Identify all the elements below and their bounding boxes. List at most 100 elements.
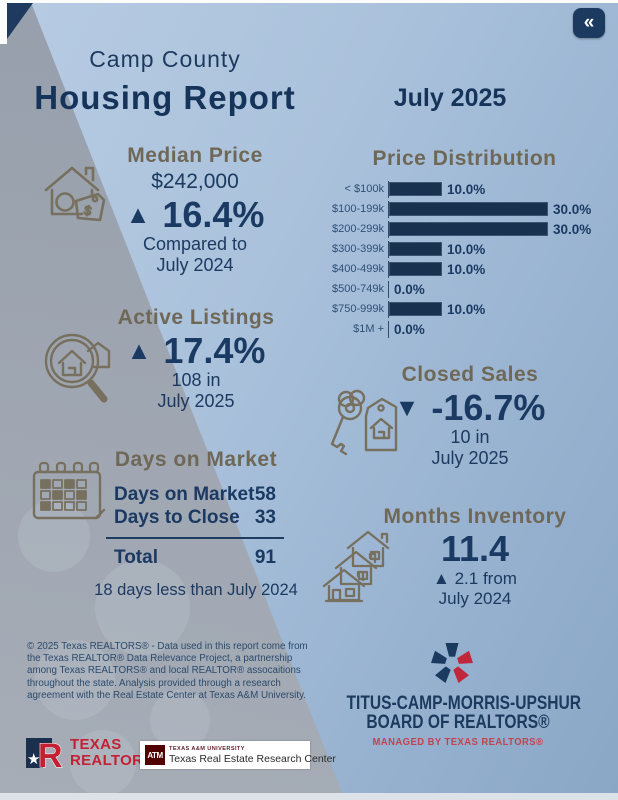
page-edge-top [0, 0, 618, 3]
median-price-compare-1: Compared to [142, 233, 248, 254]
decor-bubble [35, 640, 115, 720]
chart-value-label: 0.0% [394, 321, 425, 337]
chart-row: $1M + 0.0% [322, 319, 607, 339]
price-distribution-title: Price Distribution [372, 147, 557, 170]
median-price-compare-2: July 2024 [156, 255, 234, 276]
chart-bar [389, 262, 442, 276]
chart-value-label: 10.0% [447, 241, 486, 257]
chart-category-label: < $100k [344, 183, 384, 195]
active-listings-change-pct: 17.4% [163, 330, 266, 371]
months-inventory-change-2: July 2024 [438, 588, 512, 608]
page-edge-corner [0, 0, 7, 44]
am-university-line: TEXAS A&M UNIVERSITY [169, 745, 245, 752]
collapse-panel-button[interactable]: « [573, 8, 605, 38]
median-price-value: $242,000 [151, 170, 239, 193]
days-comparison-note: 18 days less than July 2024 [94, 581, 298, 600]
texas-am-mark-icon: ATM [145, 745, 165, 765]
decor-bubble [95, 560, 190, 655]
chart-category-label: $750-999k [332, 303, 384, 315]
total-value: 91 [254, 546, 276, 568]
price-distribution-rows: < $100k 10.0% $100-199k 30.0% $200-299k … [322, 179, 607, 339]
chart-row: $500-749k 0.0% [322, 279, 607, 299]
house-price-tag-icon: $ [44, 166, 106, 222]
chart-row: $200-299k 30.0% [322, 219, 607, 239]
chart-value-label: 30.0% [553, 201, 592, 217]
months-inventory-section: Months Inventory 11.4 ▲ 2.1 from July 20… [365, 505, 585, 609]
houses-inventory-icon [322, 530, 390, 603]
median-price-change: ▲ 16.4% [95, 196, 295, 234]
chart-bar [389, 222, 548, 236]
chart-row: < $100k 10.0% [322, 179, 607, 199]
price-distribution-chart: Price Distribution < $100k 10.0% $100-19… [322, 147, 607, 339]
chart-axis [388, 320, 389, 338]
report-period: July 2025 [393, 84, 507, 112]
chart-category-label: $500-749k [332, 283, 384, 295]
chart-value-label: 10.0% [447, 301, 486, 317]
svg-text:★: ★ [27, 751, 40, 768]
chart-axis [388, 280, 389, 298]
table-divider [106, 536, 284, 539]
tcmu-board-logo: TITUS-CAMP-MORRIS-UPSHUR BOARD OF REALTO… [322, 694, 594, 748]
chart-value-label: 30.0% [553, 221, 592, 237]
up-arrow-icon: ▲ [126, 337, 152, 365]
tcmu-star-icon [431, 643, 473, 683]
chart-value-label: 10.0% [447, 181, 486, 197]
table-total-row: Total 91 [114, 547, 276, 570]
chart-row: $400-499k 10.0% [322, 259, 607, 279]
months-inventory-title: Months Inventory [383, 505, 567, 528]
texas-realtors-line1: TEXAS [70, 736, 122, 754]
active-listings-section: Active Listings ▲ 17.4% 108 in July 2025 [96, 306, 296, 412]
days-on-market-title: Days on Market [114, 448, 278, 471]
chart-axis [388, 300, 442, 318]
chart-axis [388, 220, 548, 238]
texas-realtors-logo: ★ R TEXAS REALTORS® [25, 735, 165, 771]
svg-text:R: R [38, 737, 63, 771]
chart-bar [389, 242, 442, 256]
chart-row: $300-399k 10.0% [322, 239, 607, 259]
county-name: Camp County [89, 46, 241, 72]
chart-category-label: $200-299k [332, 223, 384, 235]
magnifier-house-icon [44, 333, 111, 403]
chart-category-label: $400-499k [332, 263, 384, 275]
total-label: Total [114, 546, 158, 568]
chart-axis [388, 200, 548, 218]
svg-text:$: $ [83, 202, 94, 218]
closed-sales-count-1: 10 in [450, 426, 490, 447]
page-title: Housing Report [34, 79, 296, 116]
days-on-market-table: Days on Market 58 Days to Close 33 Total… [90, 484, 302, 569]
decor-bubble [18, 500, 90, 572]
row-value: 33 [254, 506, 276, 528]
chart-row: $750-999k 10.0% [322, 299, 607, 319]
chart-value-label: 10.0% [447, 261, 486, 277]
active-listings-title: Active Listings [117, 306, 275, 329]
chart-value-label: 0.0% [394, 281, 425, 297]
decor-bubble [150, 690, 210, 750]
chart-axis [388, 240, 442, 258]
table-row: Days on Market 58 [114, 484, 276, 507]
up-arrow-icon: ▲ [125, 201, 151, 229]
texas-realtors-mark-icon: ★ R [26, 736, 63, 771]
tcmu-managed-by: MANAGED BY TEXAS REALTORS® [372, 735, 544, 748]
chart-bar [389, 182, 442, 196]
chart-bar [389, 202, 548, 216]
median-price-section: Median Price $242,000 ▲ 16.4% Compared to… [95, 144, 295, 276]
row-label: Days on Market [114, 484, 255, 505]
months-inventory-value: 11.4 [440, 528, 510, 569]
closed-sales-change: ▼ -16.7% [360, 389, 580, 427]
decor-bubble [70, 730, 136, 796]
closed-sales-count-2: July 2025 [431, 448, 509, 469]
copyright-disclaimer: © 2025 Texas REALTORS® - Data used in th… [27, 641, 308, 701]
down-arrow-icon: ▼ [394, 394, 420, 422]
row-value: 58 [254, 484, 276, 505]
days-on-market-section: Days on Market Days on Market 58 Days to… [90, 448, 302, 600]
active-listings-count-2: July 2025 [157, 391, 235, 412]
chart-axis [388, 180, 442, 198]
row-label: Days to Close [114, 506, 240, 528]
closed-sales-title: Closed Sales [401, 363, 539, 386]
closed-sales-change-pct: -16.7% [431, 387, 546, 428]
am-research-center-logo: ATM TEXAS A&M UNIVERSITY Texas Real Esta… [140, 741, 336, 769]
tcmu-line1: TITUS-CAMP-MORRIS-UPSHUR [346, 693, 582, 714]
chart-category-label: $100-199k [332, 203, 384, 215]
key-house-tag-icon [330, 389, 398, 456]
